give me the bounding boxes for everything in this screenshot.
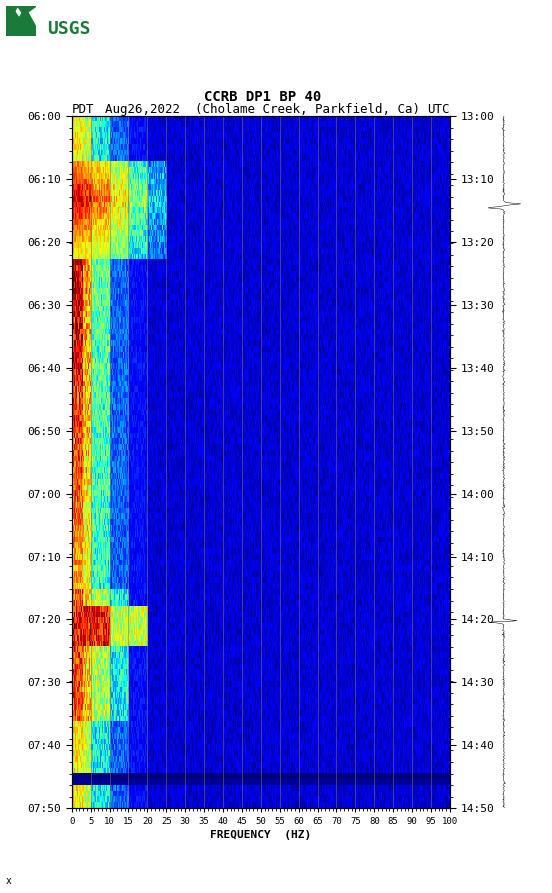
Text: UTC: UTC (427, 103, 450, 116)
Text: USGS: USGS (47, 20, 91, 38)
Polygon shape (6, 6, 36, 27)
Text: PDT: PDT (72, 103, 94, 116)
Text: x: x (6, 876, 12, 886)
Text: CCRB DP1 BP 40: CCRB DP1 BP 40 (204, 90, 321, 104)
Polygon shape (6, 8, 36, 36)
Text: Aug26,2022  (Cholame Creek, Parkfield, Ca): Aug26,2022 (Cholame Creek, Parkfield, Ca… (105, 103, 420, 116)
X-axis label: FREQUENCY  (HZ): FREQUENCY (HZ) (210, 830, 311, 840)
